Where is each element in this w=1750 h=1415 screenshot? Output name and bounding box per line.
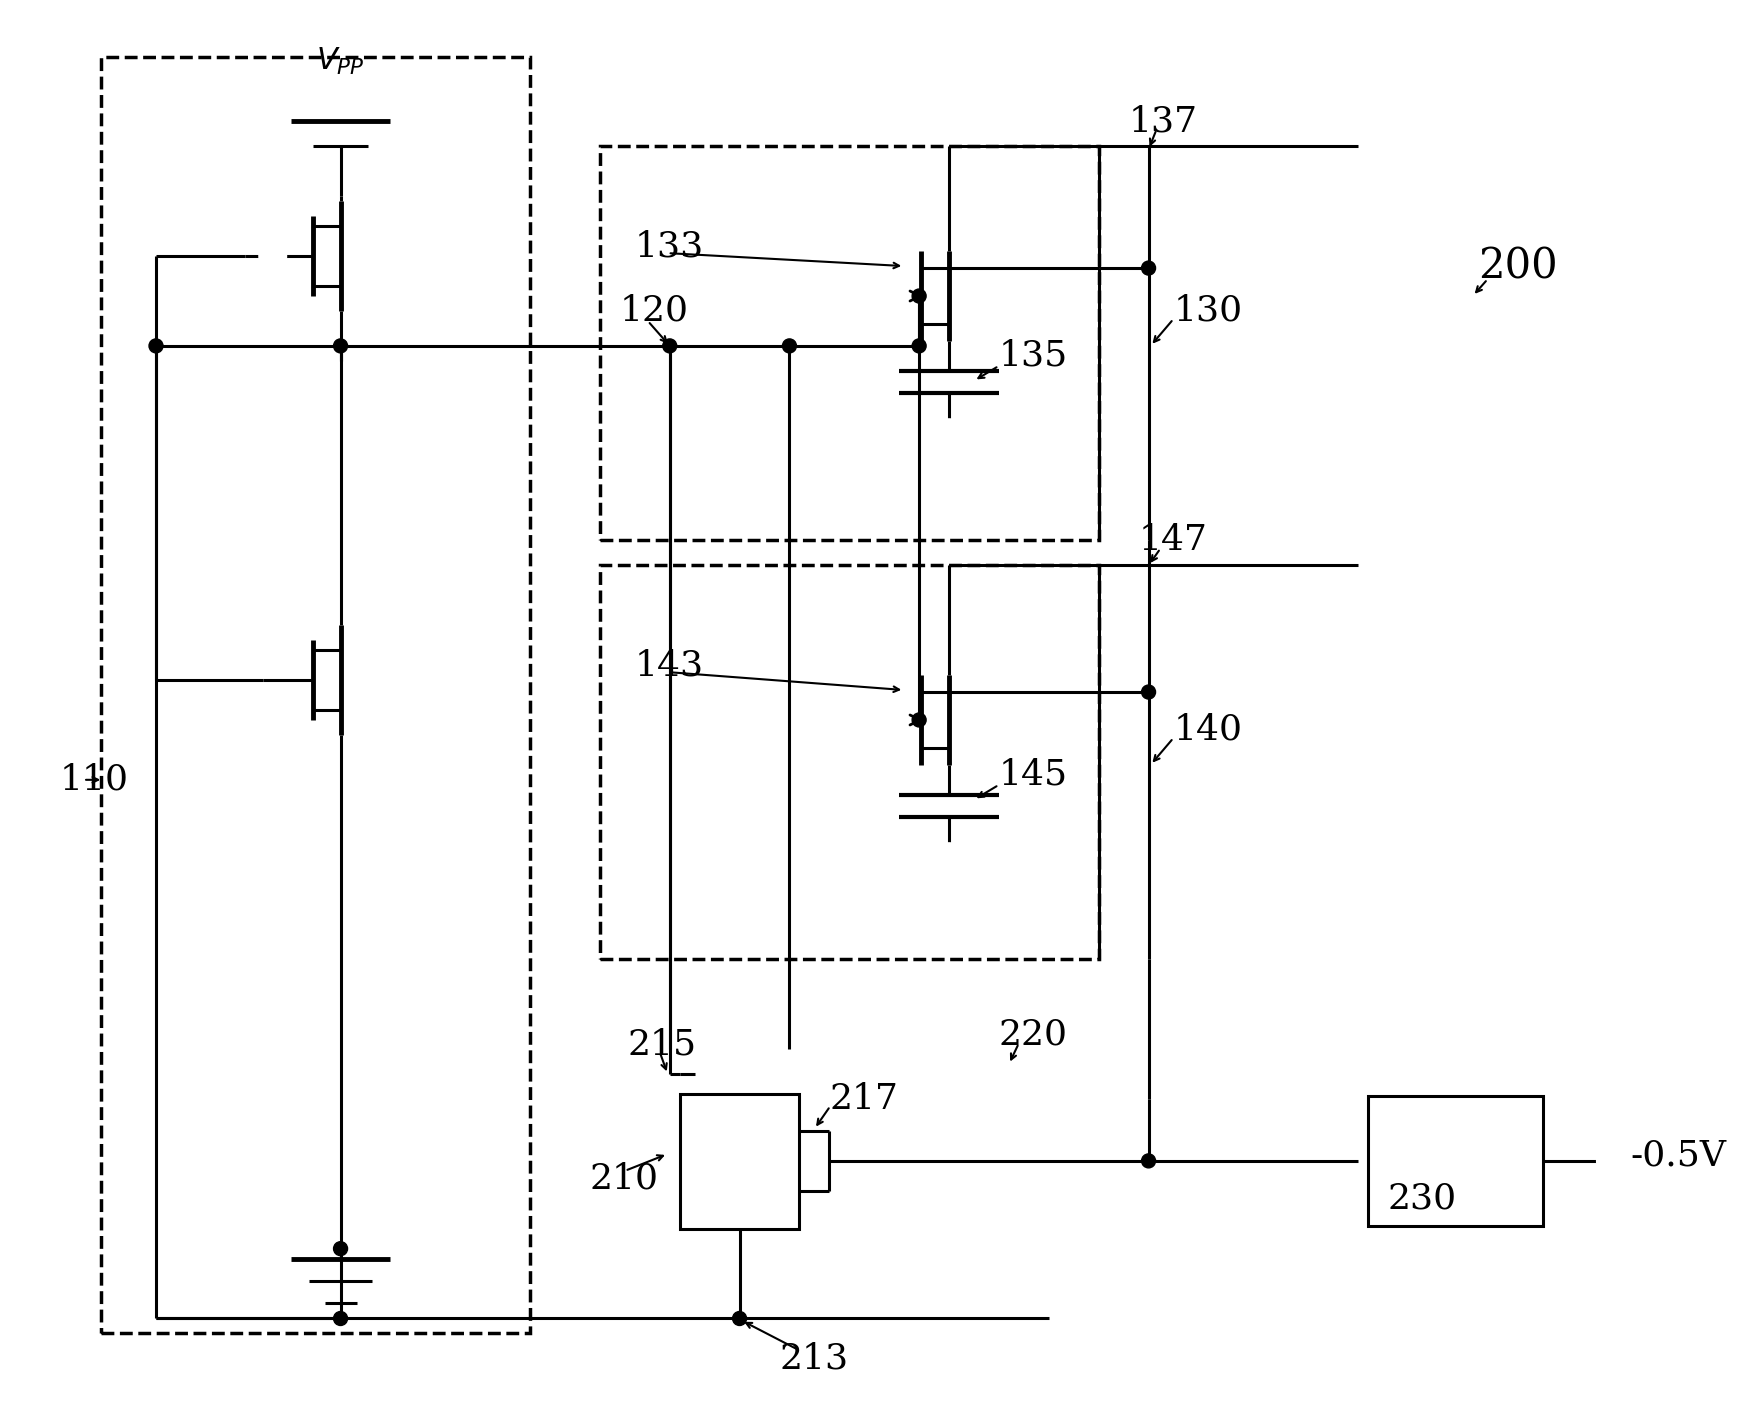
- Circle shape: [149, 340, 163, 352]
- Circle shape: [733, 1312, 747, 1326]
- Circle shape: [912, 340, 926, 352]
- Circle shape: [1141, 685, 1155, 699]
- Circle shape: [936, 843, 962, 870]
- Circle shape: [334, 1242, 348, 1255]
- Circle shape: [1141, 262, 1155, 275]
- Circle shape: [663, 340, 677, 352]
- Circle shape: [782, 340, 796, 352]
- Text: 110: 110: [60, 763, 128, 797]
- Text: 147: 147: [1139, 524, 1207, 558]
- Circle shape: [912, 713, 926, 727]
- Text: 145: 145: [999, 758, 1068, 792]
- Text: 230: 230: [1388, 1182, 1458, 1215]
- Circle shape: [334, 1312, 348, 1326]
- Text: 215: 215: [628, 1027, 696, 1061]
- Circle shape: [1141, 1153, 1155, 1167]
- Circle shape: [936, 420, 962, 446]
- Text: 220: 220: [999, 1017, 1068, 1051]
- Text: 140: 140: [1174, 713, 1242, 747]
- Text: 200: 200: [1477, 245, 1558, 287]
- Text: 210: 210: [590, 1162, 660, 1196]
- Circle shape: [1598, 1146, 1628, 1176]
- Text: -0.5V: -0.5V: [1631, 1139, 1726, 1173]
- Text: 135: 135: [999, 338, 1068, 374]
- Text: 130: 130: [1174, 294, 1242, 328]
- Text: 133: 133: [635, 229, 704, 263]
- Text: $V_{PP}$: $V_{PP}$: [317, 45, 364, 76]
- Circle shape: [334, 340, 348, 352]
- Text: 137: 137: [1129, 105, 1197, 139]
- Text: 120: 120: [620, 294, 690, 328]
- Circle shape: [912, 289, 926, 303]
- Text: 217: 217: [830, 1082, 898, 1116]
- Text: 213: 213: [779, 1341, 849, 1375]
- Text: 143: 143: [635, 648, 704, 682]
- Circle shape: [259, 243, 285, 269]
